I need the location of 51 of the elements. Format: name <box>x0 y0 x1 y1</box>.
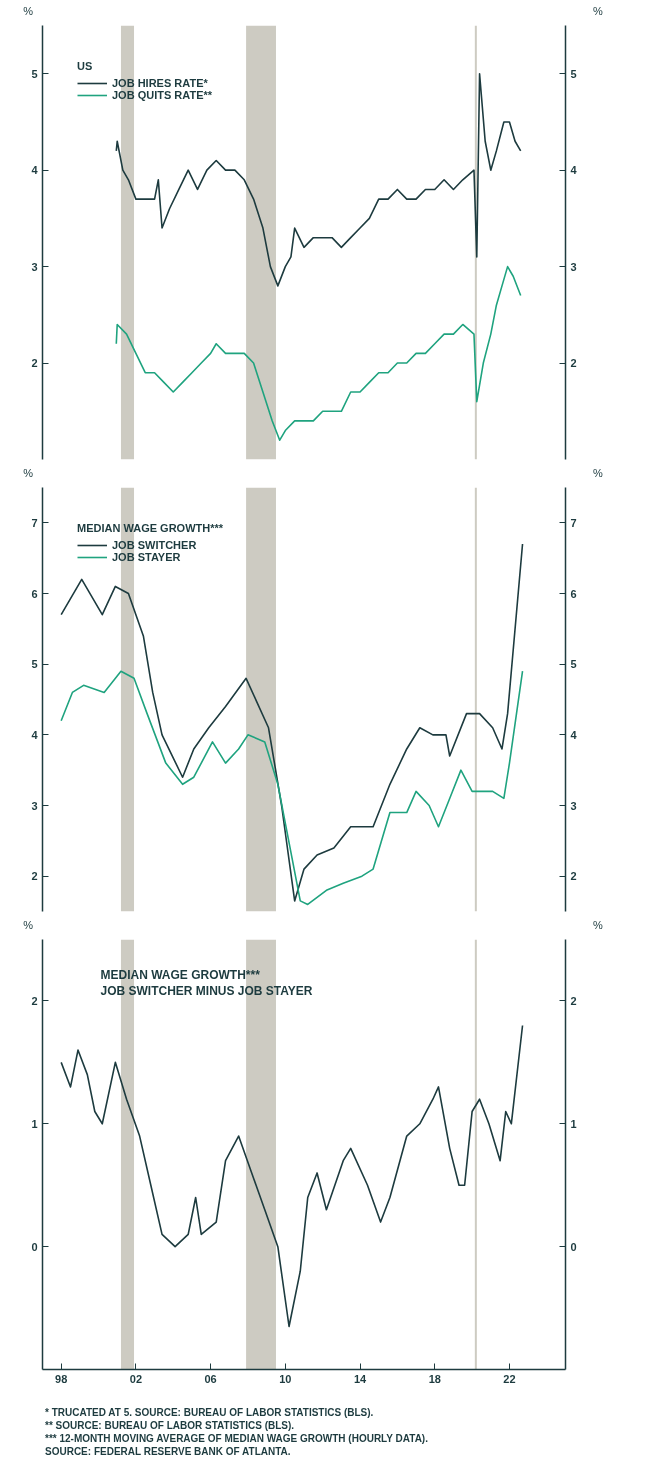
x-tick-label: 18 <box>428 1372 441 1385</box>
y-axis-title: % <box>23 467 33 479</box>
y2-tick-label: 2 <box>570 357 577 370</box>
x-tick-label: 14 <box>353 1372 368 1385</box>
source-note: SOURCE: FEDERAL RESERVE BANK OF ATLANTA. <box>45 1445 292 1458</box>
y2-tick-label: 4 <box>570 728 578 741</box>
y-tick-label: 3 <box>31 260 38 273</box>
y2-axis-title: % <box>593 467 603 479</box>
x-tick-label: 02 <box>129 1372 143 1385</box>
y-tick-label: 2 <box>31 357 38 370</box>
legend-label: JOB STAYER <box>112 551 181 563</box>
y-tick-label: 4 <box>31 164 39 177</box>
y2-tick-label: 3 <box>570 260 577 273</box>
y-tick-label: 5 <box>31 67 38 80</box>
y2-tick-label: 2 <box>570 870 577 883</box>
text: ** SOURCE: BUREAU OF LABOR STATISTICS (BLS). <box>45 1419 296 1432</box>
legend-label: JOB HIRES RATE* <box>112 77 208 89</box>
y-tick-label: 4 <box>31 728 39 741</box>
legend-title: MEDIAN WAGE GROWTH*** <box>77 522 224 534</box>
y-tick-label: 3 <box>31 799 38 812</box>
text: * TRUCATED AT 5. SOURCE: BUREAU OF LABOR STATISTICS (BLS). <box>45 1406 375 1419</box>
y-tick-label: 0 <box>31 1240 38 1253</box>
y-tick-label: 1 <box>31 1117 38 1130</box>
y2-tick-label: 2 <box>570 994 577 1007</box>
y-tick-label: 2 <box>31 994 38 1007</box>
x-tick-label: 22 <box>503 1372 516 1385</box>
y2-tick-label: 1 <box>570 1117 577 1130</box>
x-tick-label: 06 <box>204 1372 217 1385</box>
x-tick-label: 98 <box>55 1372 68 1385</box>
y2-tick-label: 3 <box>570 799 577 812</box>
y-axis-title: % <box>23 5 33 17</box>
y-tick-label: 2 <box>31 870 38 883</box>
legend-label: JOB QUITS RATE** <box>112 89 213 101</box>
text: *** 12-MONTH MOVING AVERAGE OF MEDIAN WAGE GROWTH (HOURLY DATA). <box>45 1432 428 1445</box>
legend-title: US <box>77 60 94 72</box>
y2-tick-label: 6 <box>570 587 577 600</box>
y2-axis-title: % <box>593 5 603 17</box>
x-tick-label: 10 <box>279 1372 292 1385</box>
y2-tick-label: 0 <box>570 1240 577 1253</box>
y2-tick-label: 7 <box>570 516 577 529</box>
text: JOB SWITCHER MINUS JOB STAYER <box>100 983 313 998</box>
y-tick-label: 5 <box>31 658 38 671</box>
y-tick-label: 6 <box>31 587 38 600</box>
legend-label: JOB SWITCHER <box>112 539 197 551</box>
y-tick-label: 7 <box>31 516 38 529</box>
text: MEDIAN WAGE GROWTH*** <box>100 967 261 982</box>
y-axis-title: % <box>23 919 33 931</box>
y2-tick-label: 5 <box>570 658 577 671</box>
y2-tick-label: 5 <box>570 67 577 80</box>
y2-tick-label: 4 <box>570 164 578 177</box>
y2-axis-title: % <box>593 919 603 931</box>
